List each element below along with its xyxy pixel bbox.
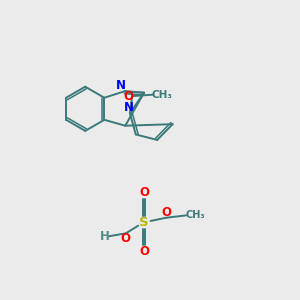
Text: N: N [123, 101, 134, 114]
Text: N: N [116, 80, 126, 92]
Text: O: O [124, 90, 134, 103]
Text: O: O [162, 206, 172, 219]
Text: O: O [139, 245, 149, 258]
Text: O: O [120, 232, 130, 245]
Text: CH₃: CH₃ [186, 210, 206, 220]
Text: H: H [100, 230, 110, 243]
Text: S: S [139, 216, 149, 229]
Text: CH₃: CH₃ [152, 90, 173, 100]
Text: O: O [139, 186, 149, 199]
